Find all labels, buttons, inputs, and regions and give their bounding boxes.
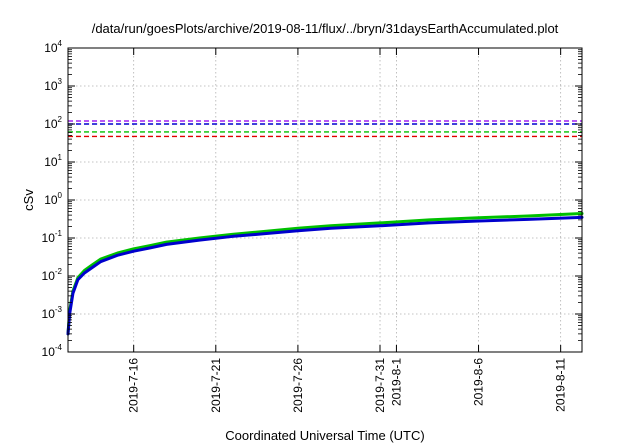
y-tick-label: 10-4: [42, 343, 63, 359]
series-line: [66, 215, 584, 336]
y-tick-exponent: 0: [58, 191, 63, 200]
y-tick-exponent: -2: [55, 267, 63, 276]
x-axis-label: Coordinated Universal Time (UTC): [225, 428, 424, 443]
y-tick-label: 102: [44, 115, 62, 131]
y-tick-base: 10: [42, 231, 56, 245]
y-tick-label: 10-1: [42, 229, 63, 245]
y-tick-base: 10: [44, 155, 58, 169]
threshold-lines: [68, 120, 582, 138]
y-tick-exponent: 2: [58, 115, 63, 124]
y-tick-base: 10: [42, 269, 56, 283]
x-tick-label: 2019-8-1: [389, 358, 403, 406]
y-tick-base: 10: [42, 307, 56, 321]
x-tick-label: 2019-7-26: [291, 358, 305, 413]
y-tick-exponent: -3: [55, 305, 63, 314]
y-tick-label: 100: [44, 191, 62, 207]
x-tick-label: 2019-8-11: [554, 358, 568, 412]
y-tick-base: 10: [42, 345, 56, 359]
y-tick-base: 10: [44, 79, 58, 93]
y-tick-label: 101: [44, 153, 62, 169]
y-tick-label: 103: [44, 77, 62, 93]
x-tick-label: 2019-7-31: [373, 358, 387, 413]
y-tick-label: 10-2: [42, 267, 63, 283]
x-tick-label: 2019-8-6: [472, 358, 486, 406]
axis-ticks: [68, 47, 582, 353]
y-tick-base: 10: [44, 193, 58, 207]
y-axis-label: cSv: [21, 189, 36, 211]
y-tick-label: 10-3: [42, 305, 63, 321]
y-tick-base: 10: [44, 117, 58, 131]
y-tick-exponent: 4: [58, 39, 63, 48]
x-tick-labels: 2019-7-16 2019-7-21 2019-7-26 2019-7-31 2019…: [127, 358, 568, 413]
series-line: [66, 212, 584, 336]
series-lines: [66, 212, 584, 336]
y-tick-label: 104: [44, 39, 62, 55]
chart-title: /data/run/goesPlots/archive/2019-08-11/f…: [92, 21, 559, 36]
x-tick-label: 2019-7-16: [127, 358, 141, 413]
grid: [68, 48, 582, 352]
y-tick-exponent: 3: [58, 77, 63, 86]
y-tick-exponent: -1: [55, 229, 63, 238]
x-tick-label: 2019-7-21: [209, 358, 223, 413]
y-tick-exponent: -4: [55, 343, 63, 352]
y-tick-base: 10: [44, 41, 58, 55]
y-tick-exponent: 1: [58, 153, 63, 162]
